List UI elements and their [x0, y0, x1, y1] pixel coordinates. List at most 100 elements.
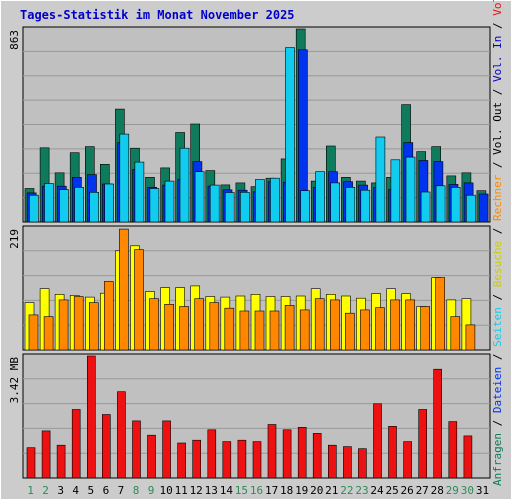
bar-kbytes: [312, 433, 322, 479]
x-tick-label: 26: [400, 484, 413, 497]
legend-label-part: Besuche: [491, 241, 504, 287]
x-tick-label: 4: [72, 484, 79, 497]
bar-sites: [254, 310, 265, 351]
bar-sites: [179, 306, 189, 351]
legend-label-part: /: [491, 82, 504, 102]
legend-label-part: Vol. Out: [491, 102, 504, 155]
bar-sites: [209, 302, 220, 351]
bar-pages: [255, 179, 265, 223]
x-tick-label: 27: [416, 484, 429, 497]
bar-pages: [134, 161, 145, 223]
bar-kbytes: [358, 448, 367, 479]
bar-pages: [315, 171, 325, 223]
bar-kbytes: [448, 421, 458, 479]
panel-volume: 3.42 MB: [8, 353, 491, 479]
bar-pages: [179, 147, 190, 223]
bar-pages: [360, 189, 371, 223]
bar-pages: [285, 47, 295, 223]
x-axis-day-labels: 1 2 3 4 5 6 7 8 9 10 11 12 13 14 15 16 17 18 19 20 21 22 23 24 2…: [27, 484, 489, 497]
bar-kbytes: [418, 409, 428, 479]
x-tick-label: 15: [235, 484, 248, 497]
legend-label-part: /: [491, 413, 504, 433]
bar-kbytes: [252, 441, 262, 479]
legend-label-part: Anfragen: [491, 433, 504, 486]
x-tick-label: 30: [461, 484, 474, 497]
bar-sites: [299, 309, 310, 351]
bar-pages: [149, 188, 160, 223]
legend-label-part: Dateien: [491, 367, 504, 413]
bar-pages: [405, 156, 416, 223]
bar-kbytes: [403, 441, 412, 479]
bar-pages: [375, 136, 386, 223]
legend-label-part: Volumen: [491, 0, 504, 16]
bar-kbytes: [102, 414, 111, 479]
x-tick-label: 20: [310, 484, 323, 497]
bar-pages: [29, 194, 39, 223]
bar-sites: [329, 299, 340, 351]
x-tick-label: 22: [340, 484, 353, 497]
bar-sites: [314, 298, 325, 351]
bar-kbytes: [177, 442, 186, 479]
bar-kbytes: [132, 420, 141, 479]
bar-kbytes: [373, 403, 382, 479]
bar-sites: [134, 249, 144, 351]
bar-sites: [104, 281, 114, 351]
bar-sites: [450, 316, 461, 351]
legend-label-part: /: [491, 155, 504, 175]
chart-title: Tages-Statistik im Monat November 2025: [20, 8, 295, 22]
bar-pages: [390, 159, 401, 223]
legend-label-part: /: [491, 287, 504, 307]
bar-sites: [43, 316, 54, 351]
bar-kbytes: [267, 424, 277, 479]
x-tick-label: 19: [295, 484, 308, 497]
x-tick-label: 29: [446, 484, 459, 497]
bar-sites: [284, 305, 295, 351]
bar-kbytes: [87, 355, 96, 479]
bar-pages: [194, 171, 205, 223]
x-tick-label: 14: [220, 484, 234, 497]
x-tick-label: 3: [57, 484, 64, 497]
bar-sites: [269, 310, 280, 351]
x-tick-label: 10: [159, 484, 172, 497]
bar-pages: [59, 189, 69, 223]
bar-kbytes: [56, 444, 66, 479]
panel-requests: 863: [8, 26, 491, 223]
bar-pages: [465, 194, 476, 223]
x-tick-label: 8: [133, 484, 140, 497]
bar-pages: [89, 192, 99, 223]
bar-pages: [330, 182, 341, 223]
bar-pages: [270, 177, 280, 223]
bar-sites: [375, 307, 385, 351]
bar-sites: [239, 310, 250, 351]
bar-sites: [164, 303, 174, 351]
bar-kbytes: [147, 434, 156, 479]
bar-sites: [73, 296, 84, 351]
bar-pages: [209, 184, 220, 223]
bar-kbytes: [162, 420, 171, 479]
x-tick-label: 25: [385, 484, 398, 497]
bar-sites: [465, 324, 476, 351]
bar-sites: [58, 299, 69, 351]
bar-kbytes: [41, 430, 51, 479]
x-tick-label: 1: [27, 484, 34, 497]
bar-pages: [119, 133, 130, 223]
x-tick-label: 11: [175, 484, 188, 497]
bar-pages: [420, 191, 431, 223]
legend-label-part: Vol. In: [491, 36, 504, 82]
x-tick-label: 24: [370, 484, 384, 497]
x-tick-label: 2: [42, 484, 49, 497]
chart-panels: 863 219 3.42 MB: [8, 26, 491, 479]
panel-visits: 219: [8, 225, 491, 351]
bar-pages: [435, 185, 446, 223]
bar-sites: [194, 298, 204, 351]
bar-sites: [360, 309, 370, 351]
bar-pages: [224, 192, 235, 223]
bar-kbytes: [192, 439, 201, 479]
x-tick-label: 13: [205, 484, 218, 497]
x-tick-label: 16: [250, 484, 263, 497]
bar-sites: [89, 302, 99, 351]
legend-vertical-label: Anfragen / Dateien / Seiten / Besuche / …: [491, 0, 504, 486]
legend-label-part: Seiten: [491, 307, 504, 347]
